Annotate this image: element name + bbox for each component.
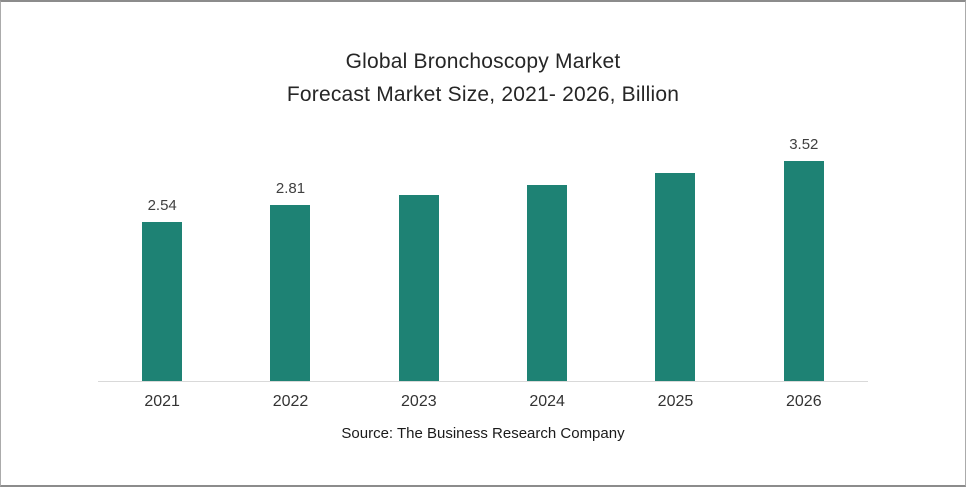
bar-column: 2.81 (226, 129, 354, 382)
plot-wrap: 2.54 2.81 3.52 2021 2022 2023 2024 2025 2026 (98, 129, 868, 411)
bar-column (355, 129, 483, 382)
x-axis-label: 2024 (529, 393, 565, 411)
bar (527, 184, 568, 382)
chart-title-line2: Forecast Market Size, 2021- 2026, Billio… (286, 82, 680, 106)
bar (270, 205, 311, 382)
source-caption: Source: The Business Research Company (341, 425, 625, 443)
x-axis-label: 2026 (786, 393, 822, 411)
x-axis-label: 2021 (144, 393, 180, 411)
plot-area: 2.54 2.81 3.52 (98, 129, 868, 383)
bar-column: 2.54 (98, 129, 226, 382)
x-axis-labels: 2021 2022 2023 2024 2025 2026 (98, 382, 868, 411)
x-axis-label: 2025 (657, 393, 694, 411)
bar-value-label: 2.81 (275, 180, 306, 198)
chart-title-line1: Global Bronchoscopy Market (345, 50, 621, 73)
bar-column: 3.52 (740, 129, 868, 382)
x-axis-label: 2023 (401, 393, 437, 411)
bar-column (611, 129, 739, 382)
bar (398, 195, 439, 382)
bar-column (483, 129, 611, 382)
bar (655, 172, 696, 382)
bar-value-label: 2.54 (147, 197, 177, 215)
bar-value-label: 3.52 (789, 136, 819, 153)
x-axis-label: 2022 (272, 393, 309, 411)
chart-title: Global Bronchoscopy Market Forecast Mark… (1, 46, 965, 111)
bar (142, 222, 183, 382)
bar (783, 161, 824, 382)
